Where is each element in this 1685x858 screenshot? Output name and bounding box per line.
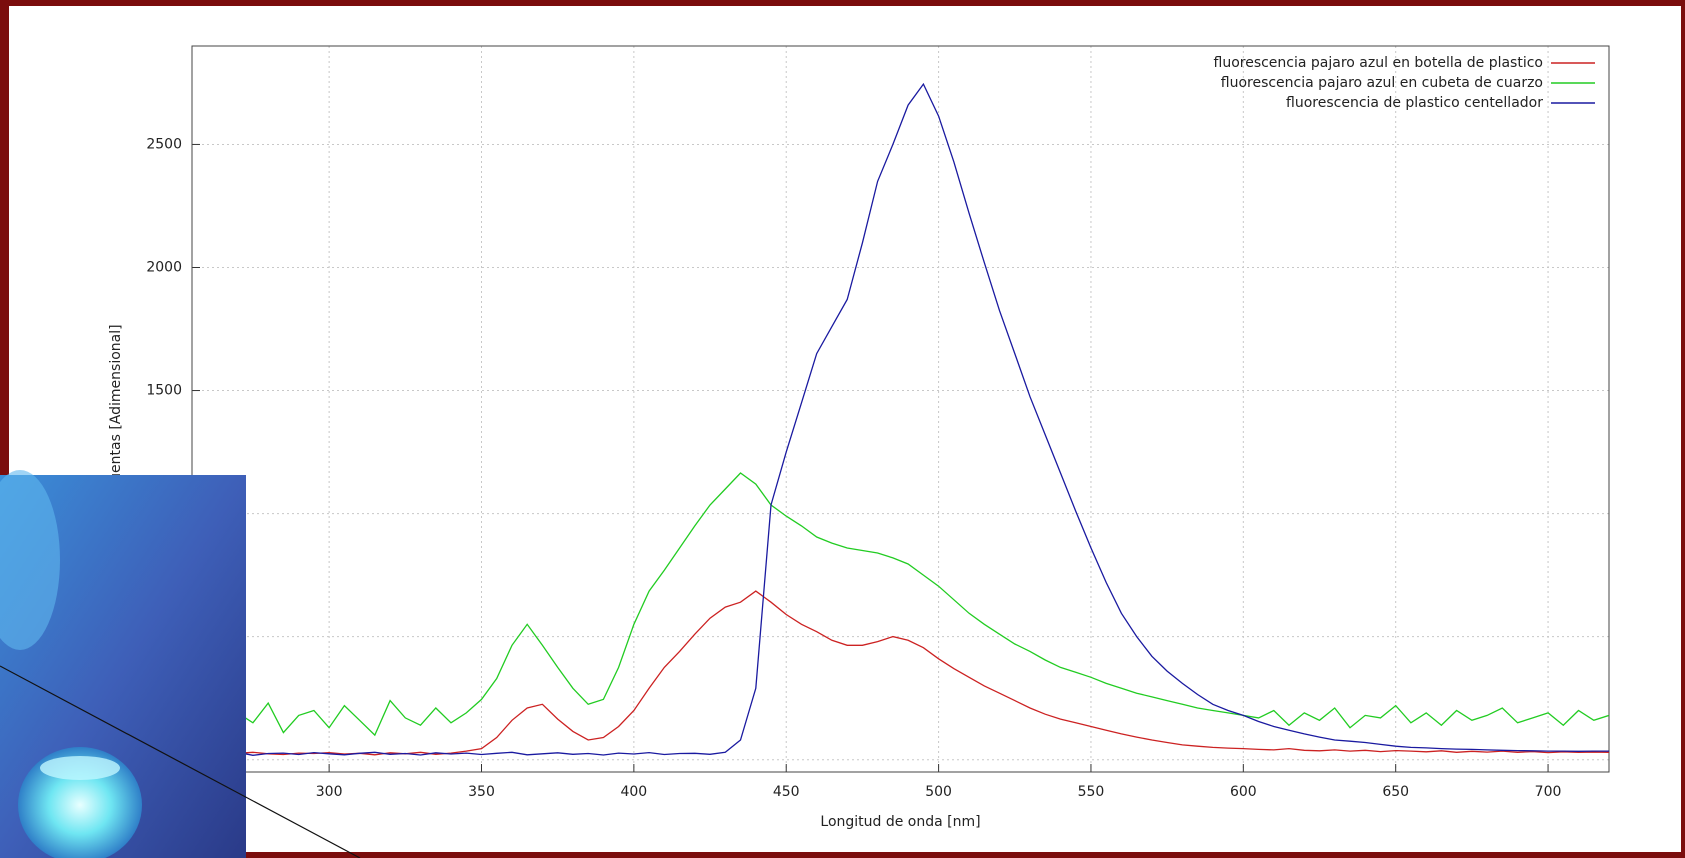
slide-background [9,6,1681,852]
y-tick-label: 1500 [146,383,182,399]
y-tick-label: 2500 [146,136,182,152]
series-line [192,472,1609,737]
chart: 0500100015002000250030035040045050055060… [108,45,1610,830]
x-tick-label: 300 [316,784,343,800]
legend-label: fluorescencia de plastico centellador [1286,95,1543,111]
x-tick-label: 550 [1078,784,1105,800]
x-axis-label: Longitud de onda [nm] [820,814,980,830]
x-tick-label: 500 [925,784,952,800]
x-tick-label: 600 [1230,784,1257,800]
plot-frame [191,45,1610,773]
series-line [192,82,1609,756]
legend-label: fluorescencia pajaro azul en botella de … [1214,55,1544,71]
x-tick-label: 650 [1382,784,1409,800]
x-tick-label: 400 [620,784,647,800]
legend-label: fluorescencia pajaro azul en cubeta de c… [1221,75,1543,91]
x-tick-label: 700 [1535,784,1562,800]
y-tick-label: 2000 [146,259,182,275]
x-tick-label: 450 [773,784,800,800]
x-tick-label: 350 [468,784,495,800]
photo [0,470,361,858]
y-axis-label: Cuentas [Adimensional] [108,324,124,491]
series-clip [192,472,1609,737]
series-clip [192,82,1609,756]
